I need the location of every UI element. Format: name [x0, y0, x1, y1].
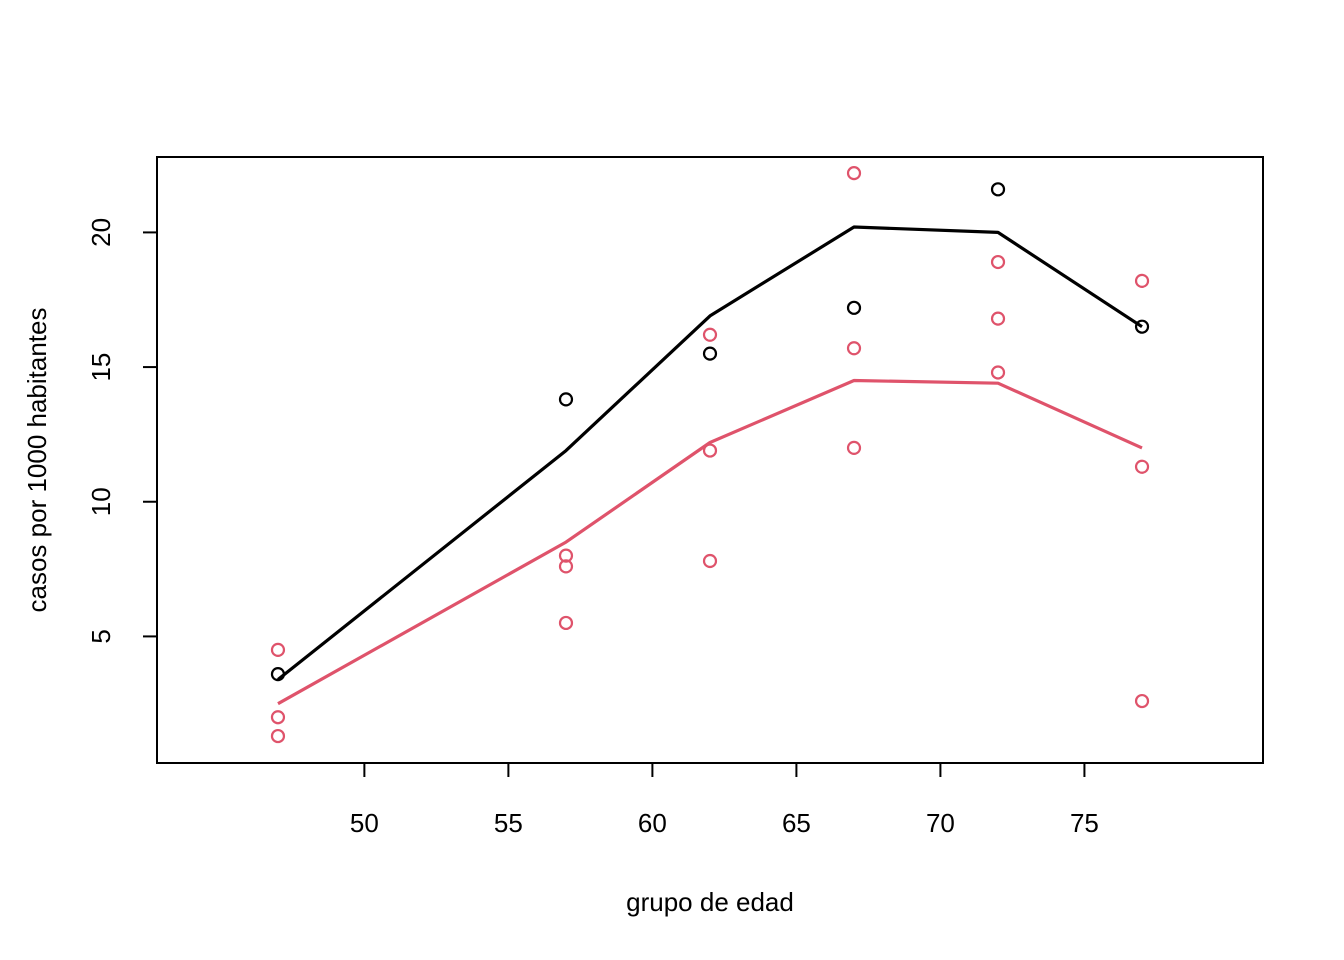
y-tick-label: 5: [86, 629, 116, 643]
x-tick-label: 55: [494, 808, 523, 838]
series-1-point: [990, 311, 1006, 326]
x-axis-label: grupo de edad: [626, 887, 794, 917]
series-1-point: [558, 548, 574, 563]
series-1-point: [558, 615, 574, 631]
data-points: [270, 166, 1150, 744]
series-1-point: [702, 443, 718, 458]
x-axis: 50 55 60 65 70 75: [350, 762, 1099, 838]
x-tick-label: 70: [926, 808, 955, 838]
x-tick-label: 60: [638, 808, 667, 838]
series-0-point: [702, 346, 718, 361]
x-tick-label: 50: [350, 808, 379, 838]
y-tick-label: 15: [86, 353, 116, 382]
y-axis: 5 10 15 20: [86, 218, 158, 644]
series-1-line: [277, 378, 1143, 706]
series-0-point: [1134, 319, 1150, 334]
series-1-point: [270, 710, 286, 725]
x-tick-label: 65: [782, 808, 811, 838]
y-tick-label: 20: [86, 218, 116, 247]
series-0-point: [270, 667, 286, 682]
series-0-point: [846, 300, 862, 315]
series-0-point: [558, 392, 574, 407]
series-1-point: [846, 166, 862, 181]
series-1-point: [702, 553, 718, 569]
series-1-point: [1134, 459, 1150, 474]
series-1-point: [702, 327, 718, 342]
series-1-point: [990, 365, 1006, 380]
series-1-point: [990, 254, 1006, 270]
x-tick-label: 75: [1070, 808, 1099, 838]
series-1-point: [1134, 693, 1150, 709]
series-0-line: [277, 225, 1143, 681]
series-1-point: [558, 559, 574, 574]
series-1-point: [270, 642, 286, 657]
series-1-point: [270, 728, 286, 744]
series-1-point: [846, 341, 862, 356]
series-1-point: [1134, 273, 1150, 288]
series-0-point: [990, 182, 1006, 197]
fit-lines: [277, 225, 1143, 706]
series-1-point: [846, 440, 862, 455]
y-axis-label: casos por 1000 habitantes: [22, 308, 52, 613]
y-tick-label: 10: [86, 487, 116, 516]
plot-frame: [156, 156, 1264, 764]
